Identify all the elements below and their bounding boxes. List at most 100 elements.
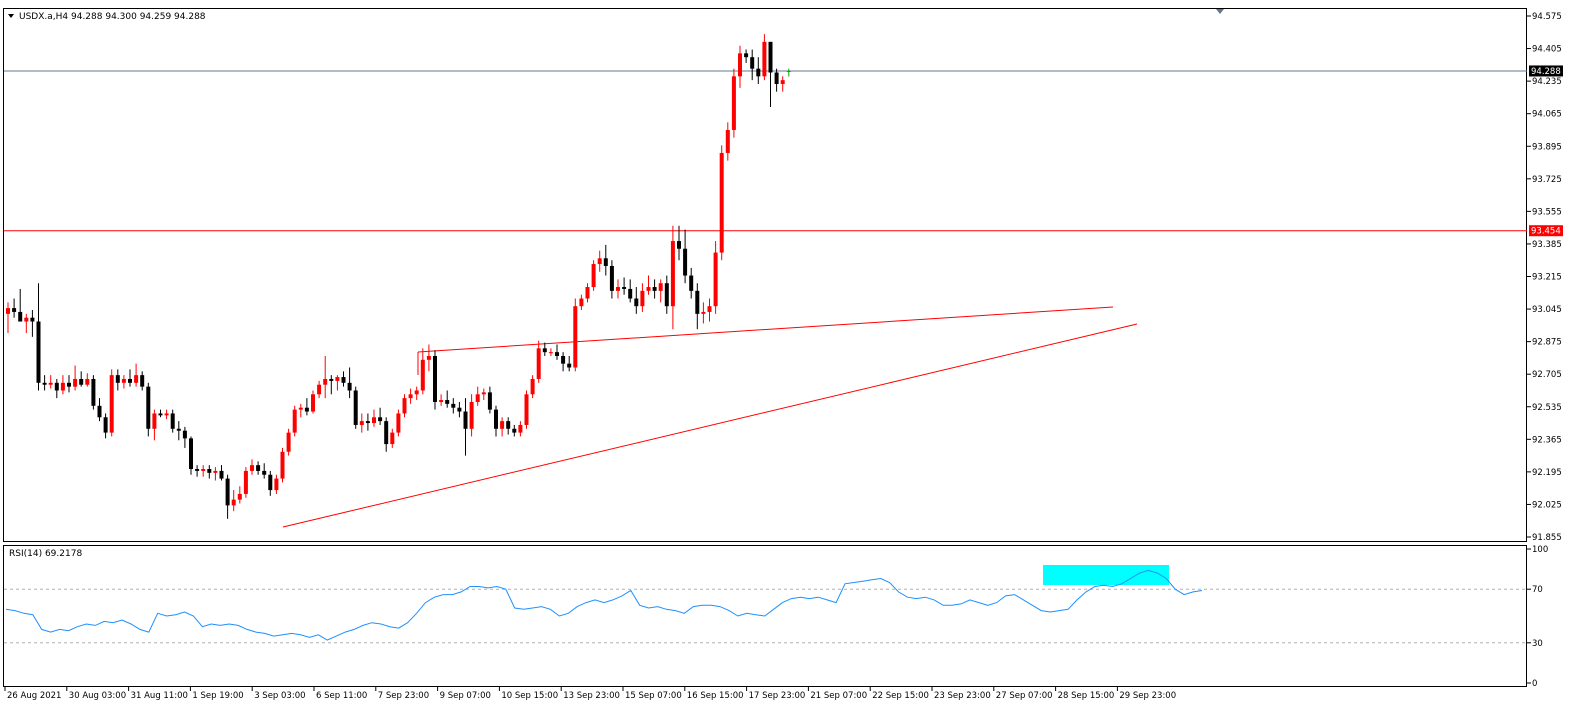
candle: [60, 375, 65, 395]
candle-body: [12, 308, 17, 312]
candle: [506, 417, 511, 435]
candle: [518, 421, 523, 437]
candle: [195, 465, 200, 477]
shift-marker-icon[interactable]: [1216, 9, 1224, 14]
candle-body: [353, 390, 358, 425]
candle-body: [433, 355, 437, 402]
candle-body: [317, 384, 322, 395]
candle-body: [713, 252, 718, 307]
rsi-overbought-highlight[interactable]: [1043, 565, 1169, 585]
candle: [707, 298, 712, 322]
candle: [359, 413, 364, 433]
rsi-label: RSI(14) 69.2178: [9, 549, 82, 559]
time-tick-label: 30 Aug 03:00: [69, 691, 126, 701]
candle-body: [530, 378, 535, 395]
candle: [451, 398, 456, 414]
rsi-line: [5, 569, 1203, 641]
trendlines: [282, 306, 1138, 528]
candle: [677, 225, 681, 261]
candle-body: [164, 413, 169, 416]
candle: [500, 417, 505, 437]
candle-body: [60, 382, 65, 391]
candle: [372, 409, 376, 427]
upper-trendline[interactable]: [417, 306, 1114, 353]
candle-body: [738, 53, 742, 77]
candle: [243, 467, 248, 498]
candle: [54, 378, 59, 399]
candle-body: [689, 275, 694, 291]
candle: [463, 398, 468, 456]
candle-body: [646, 287, 651, 291]
candle: [774, 68, 779, 92]
candle: [408, 388, 413, 404]
time-axis: 26 Aug 2021 30 Aug 03:00 31 Aug 11:00 1 Sep…: [4, 687, 1176, 701]
candle-body: [603, 258, 608, 266]
level-price-tag-bg: [1529, 225, 1563, 237]
candle: [713, 241, 718, 314]
candle: [262, 463, 267, 479]
candle-body: [561, 355, 566, 364]
candle: [128, 369, 132, 387]
candle-body: [195, 469, 200, 471]
candle: [189, 436, 193, 475]
time-tick-label: 28 Sep 15:00: [1058, 691, 1115, 701]
time-tick-label: 26 Aug 2021: [7, 691, 61, 701]
candle-body: [140, 375, 145, 387]
rsi-tick-label: 70: [1532, 585, 1543, 595]
candle: [134, 363, 139, 387]
main-chart-frame: [3, 8, 1527, 542]
candle: [445, 390, 450, 408]
candle: [256, 461, 261, 475]
candle-body: [707, 306, 712, 312]
candle-body: [555, 352, 559, 356]
candle: [6, 302, 10, 334]
lower-trendline[interactable]: [282, 323, 1138, 528]
candle: [433, 350, 437, 410]
candle: [670, 225, 675, 330]
rsi-level-lines: [4, 588, 1527, 644]
candle: [561, 352, 566, 372]
candle-body: [280, 451, 285, 479]
candle: [317, 380, 322, 399]
price-tick-label: 92.875: [1532, 338, 1562, 348]
candle-body: [457, 407, 462, 412]
candle: [176, 421, 181, 441]
candle: [170, 409, 175, 433]
candle: [420, 348, 425, 395]
price-tick-label: 92.535: [1532, 403, 1562, 413]
candle: [347, 367, 352, 399]
candle-body: [225, 478, 230, 506]
level-price-tag: 93.454: [1529, 225, 1563, 237]
candle-body: [359, 421, 364, 425]
level-price-tag-text: 93.454: [1531, 227, 1561, 237]
candle: [695, 283, 700, 330]
candle-body: [481, 392, 486, 395]
candle-body: [567, 363, 572, 368]
candle: [91, 375, 96, 410]
candle: [731, 68, 736, 138]
price-tick-label: 93.725: [1532, 175, 1562, 185]
price-tick-label: 94.065: [1532, 110, 1562, 120]
price-tick-label: 93.045: [1532, 305, 1562, 315]
dropdown-triangle-icon[interactable]: [8, 14, 14, 18]
candle: [164, 409, 169, 420]
candle-body: [286, 432, 291, 452]
candle: [457, 401, 462, 418]
rsi-axis: 100 70 30 0: [1527, 545, 1548, 689]
candle: [341, 371, 346, 387]
candle: [268, 470, 273, 496]
candle: [152, 409, 157, 441]
candle-body: [231, 499, 236, 506]
candle: [79, 371, 84, 387]
time-tick-label: 31 Aug 11:00: [131, 691, 188, 701]
candle: [664, 275, 669, 314]
candle-body: [128, 378, 132, 383]
candle-body: [341, 377, 346, 383]
candle: [225, 474, 230, 519]
candle-body: [475, 394, 480, 402]
time-tick-label: 17 Sep 23:00: [749, 691, 806, 701]
candle: [231, 490, 236, 512]
candle-body: [494, 409, 498, 429]
candle: [219, 465, 224, 481]
candle-body: [683, 248, 688, 276]
